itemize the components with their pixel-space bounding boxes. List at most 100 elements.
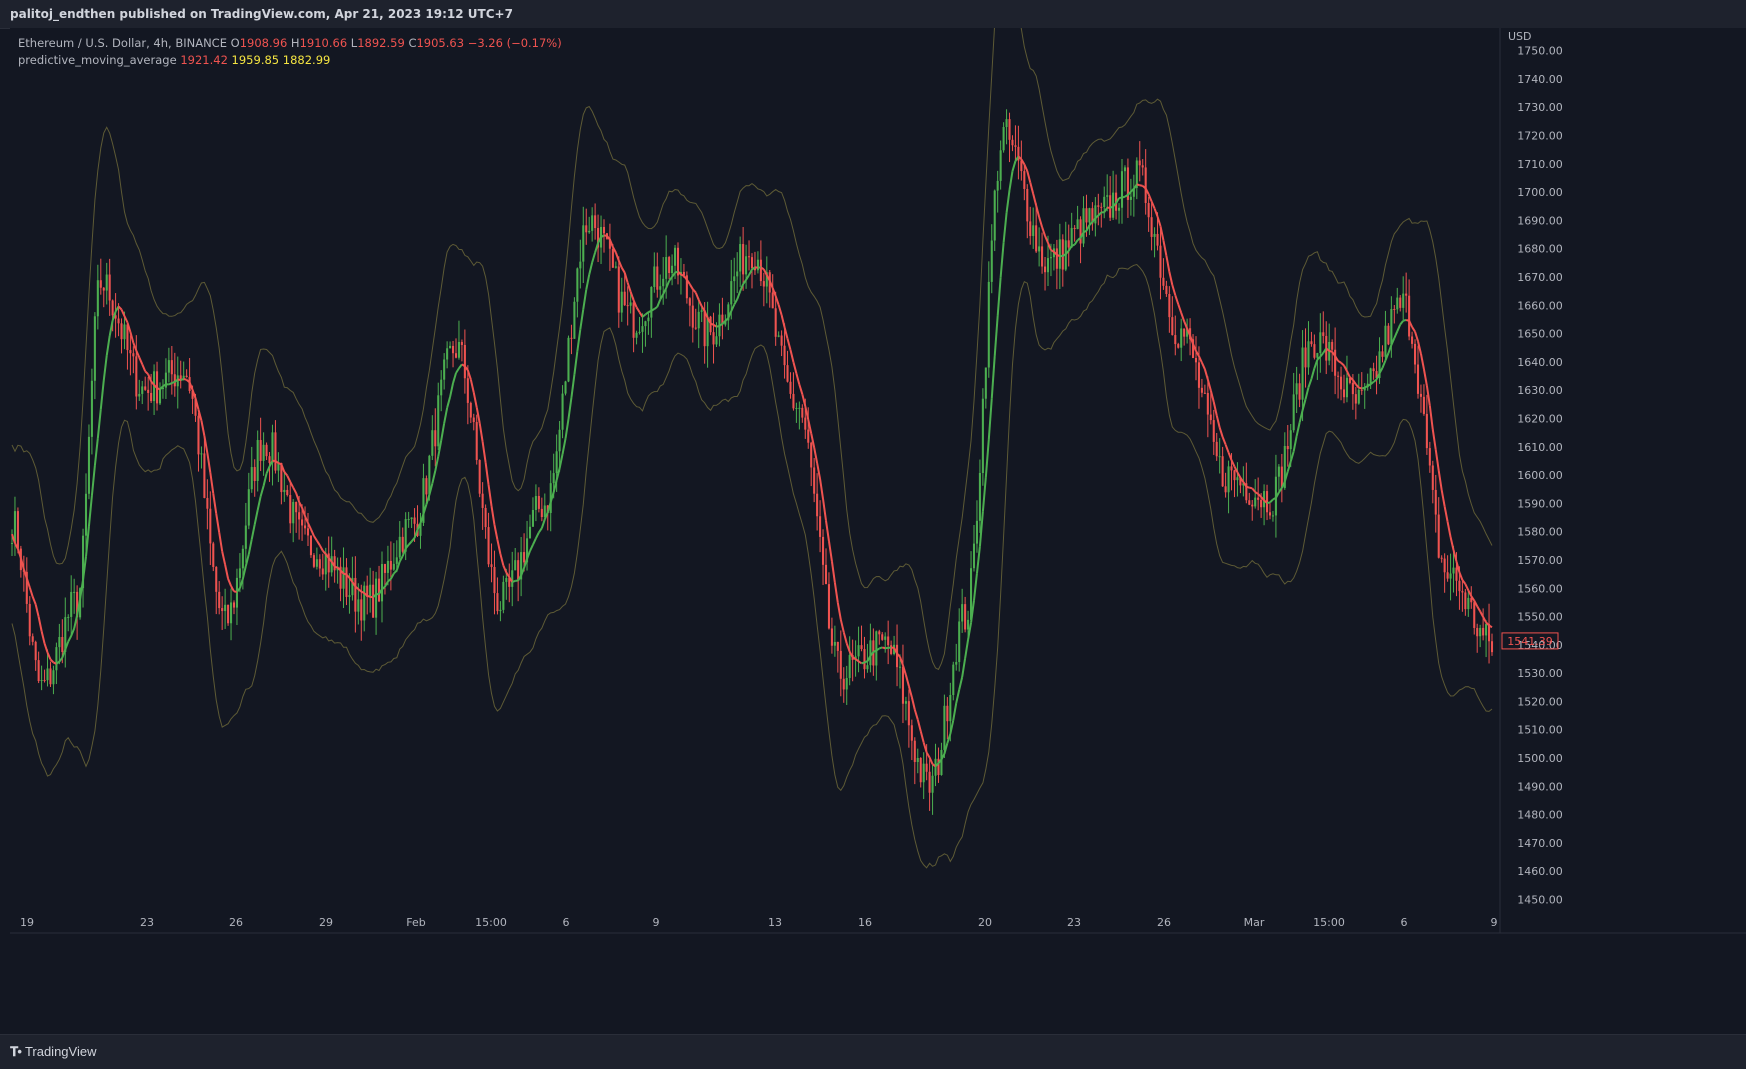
candle-body [1047,258,1049,272]
candle-body [363,586,365,621]
candle-body [1373,368,1375,371]
y-tick-label: 1700.00 [1517,186,1563,199]
candle-body [1278,467,1280,477]
candle-body [38,660,40,681]
moving-average-segment [1246,487,1249,488]
candle-body [1491,641,1493,652]
indicator-name[interactable]: predictive_moving_average [18,53,177,67]
candle-body [1198,362,1200,387]
footer-bar: 𝐓•TradingView [0,1034,1746,1069]
moving-average-segment [1110,207,1113,208]
candle-body [390,561,392,570]
candle-body [896,645,898,667]
candle-body [1461,591,1463,592]
candle-body [52,670,54,684]
candle-body [1455,568,1457,581]
candle-body [1180,328,1182,347]
candle-body [49,668,51,684]
y-tick-label: 1460.00 [1517,865,1563,878]
candle-body [1319,332,1321,353]
candle-body [283,490,285,492]
candle-body [804,418,806,430]
candle-body [1304,348,1306,368]
candle-body [701,310,703,312]
candle-body [1272,515,1274,516]
y-tick-label: 1740.00 [1517,73,1563,86]
candle-body [1056,248,1058,268]
candle-body [923,764,925,783]
candle-body [1219,456,1221,457]
candle-body [1248,500,1250,504]
price-chart[interactable]: USD1750.001740.001730.001720.001710.0017… [10,28,1746,1033]
candle-body [1171,317,1173,335]
candle-body [603,227,605,233]
candle-body [1293,394,1295,430]
candle-body [538,496,540,509]
candle-body [662,279,664,286]
candle-body [618,266,620,312]
candle-body [61,637,63,652]
candle-body [414,518,416,524]
candle-body [100,280,102,287]
candle-body [150,393,152,401]
candle-body [564,381,566,393]
candle-body [1423,397,1425,414]
y-tick-label: 1720.00 [1517,130,1563,143]
y-tick-label: 1600.00 [1517,469,1563,482]
candle-body [322,568,324,574]
candle-body [1074,228,1076,229]
candle-body [751,257,753,268]
candle-body [1130,197,1132,200]
candle-body [1032,225,1034,236]
candle-body [1162,278,1164,286]
candle-body [1236,477,1238,480]
candle-body [159,389,161,403]
moving-average-segment [1137,184,1140,185]
candle-body [67,617,69,618]
candle-body [704,310,706,346]
y-tick-label: 1610.00 [1517,441,1563,454]
candle-body [1302,348,1304,400]
y-tick-label: 1580.00 [1517,526,1563,539]
candle-body [523,552,525,562]
candle-body [920,758,922,782]
candle-body [230,602,232,623]
candle-body [399,537,401,557]
tradingview-brand[interactable]: 𝐓•TradingView [10,1044,96,1060]
moving-average-segment [1072,245,1075,246]
y-tick-label: 1690.00 [1517,214,1563,227]
candle-body [1077,219,1079,229]
candle-body [905,701,907,704]
indicator-value-2: 1959.85 [232,53,280,67]
candle-body [357,599,359,611]
candle-body [268,456,270,463]
moving-average-segment [178,380,181,381]
candle-body [1467,598,1469,609]
candle-body [354,578,356,612]
symbol-label[interactable]: Ethereum / U.S. Dollar, 4h, BINANCE [18,36,227,50]
candle-body [884,636,886,639]
candle-body [35,642,37,660]
candle-body [381,564,383,601]
candle-body [887,636,889,645]
candle-body [434,430,436,446]
candle-body [1035,225,1037,251]
candle-body [41,680,43,681]
moving-average-segment [716,326,719,327]
candle-body [1402,294,1404,308]
candle-body [1156,234,1158,246]
candle-body [200,453,202,454]
candle-body [627,305,629,306]
candle-body [940,750,942,775]
candle-body [467,378,469,403]
candle-body [834,642,836,646]
candle-body [295,502,297,512]
candle-body [1168,294,1170,317]
candle-body [1014,145,1016,147]
candle-body [875,631,877,665]
y-tick-label: 1500.00 [1517,752,1563,765]
candle-body [94,316,96,380]
candle-body [1006,119,1008,127]
candle-body [505,578,507,582]
